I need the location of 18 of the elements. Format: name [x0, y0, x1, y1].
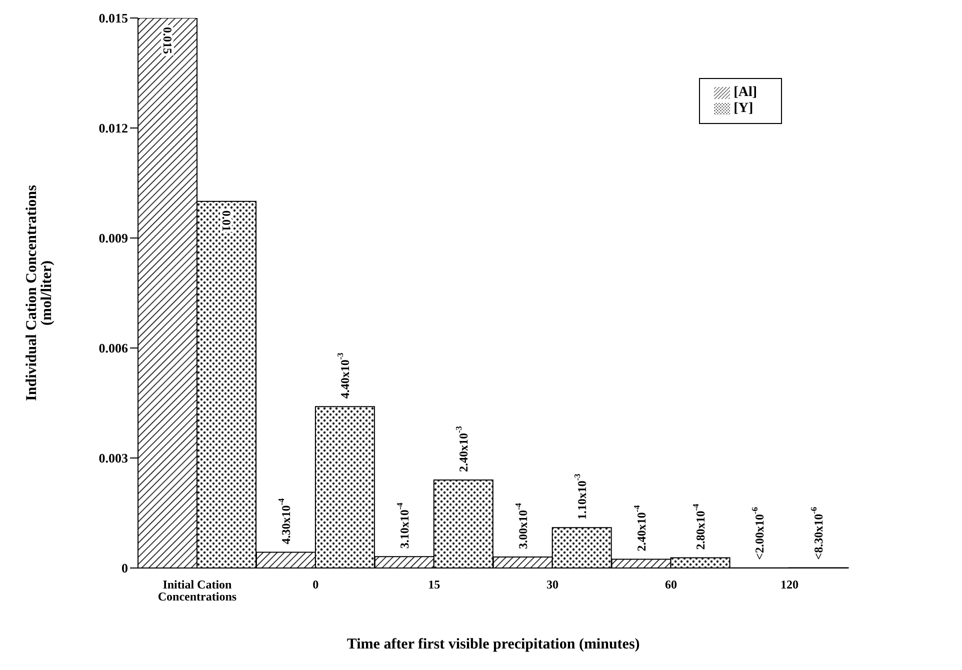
y-tick-label: 0.015 — [98, 10, 128, 26]
y-tick-label: 0 — [122, 560, 128, 576]
legend-label: [Al] — [734, 85, 757, 100]
y-axis-title: Individual Cation Concentrations (mol/liter) — [24, 184, 55, 401]
x-axis-title: Time after first visible precipitation (minutes) — [346, 636, 640, 653]
y-tick-label: 0.003 — [98, 450, 128, 466]
x-tick-label: 0 — [312, 578, 319, 592]
legend-label: [Y] — [734, 101, 754, 116]
x-tick-label: 30 — [546, 578, 559, 592]
x-tick-label: 15 — [428, 578, 440, 592]
y-tick-label: 0.012 — [98, 120, 128, 136]
x-tick-label: Initial Cation Concentrations — [158, 578, 237, 604]
y-tick-label: 0.006 — [98, 340, 128, 356]
data-label: 0.01 — [220, 210, 234, 232]
x-tick-label: 120 — [780, 578, 798, 592]
y-tick-label: 0.009 — [98, 230, 128, 246]
data-label: 0.015 — [160, 27, 174, 54]
x-tick-label: 60 — [665, 578, 678, 592]
